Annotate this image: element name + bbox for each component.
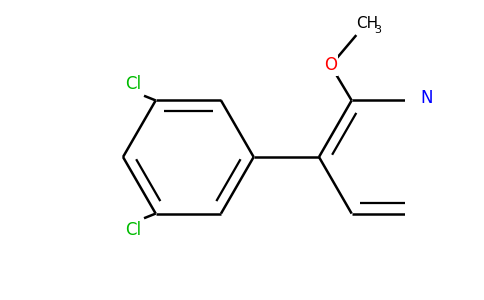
Text: Cl: Cl [125, 220, 142, 238]
Text: Cl: Cl [125, 75, 142, 93]
Text: N: N [421, 89, 433, 107]
Text: O: O [324, 56, 337, 74]
Text: CH: CH [356, 16, 378, 32]
Text: 3: 3 [374, 25, 381, 34]
